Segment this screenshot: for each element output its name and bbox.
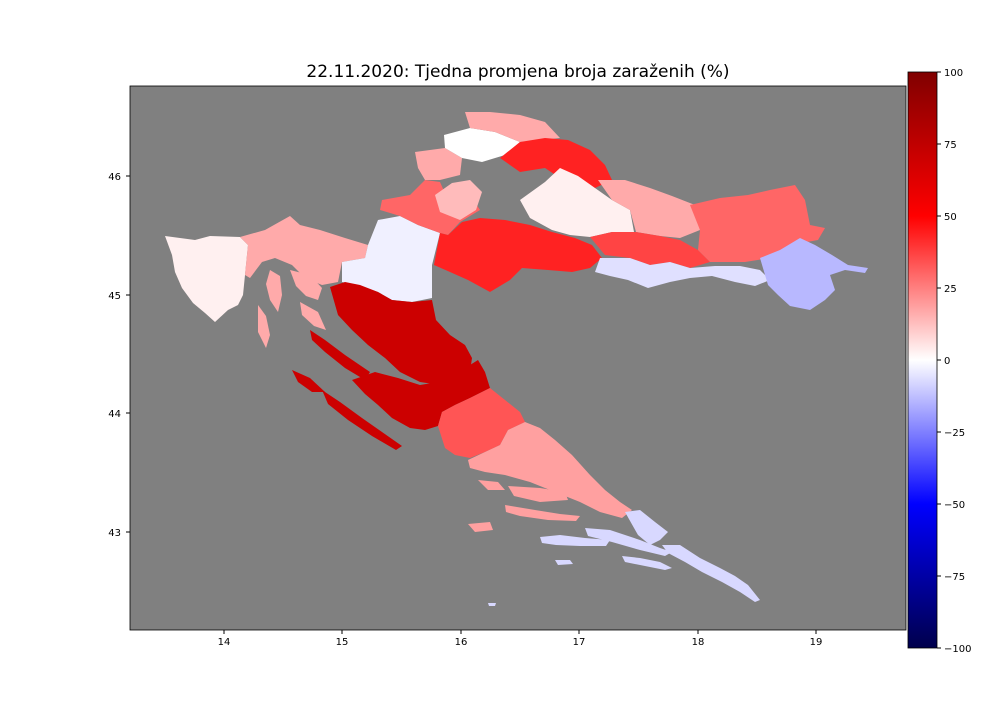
x-tick-label: 17 [573,637,586,648]
region-primorje-gorski-kotar [240,216,368,285]
region-zadar-islands [310,330,370,380]
chart-title: 22.11.2020: Tjedna promjena broja zaraže… [306,62,730,82]
y-tick-label: 46 [108,172,121,183]
colorbar-tick-label: −25 [944,428,965,439]
region-korcula-island [540,535,610,546]
region-vis-island [468,522,493,532]
region-losinj-island [258,305,270,348]
region-lastovo-island [555,560,573,565]
region-split-dalmatia [468,422,632,518]
region-pasman-island [292,370,325,392]
colorbar: 100 75 50 25 0 −25 −50 −75 −100 [907,68,971,655]
colorbar-tick-label: 75 [944,140,957,151]
region-brac-island [508,486,568,502]
region-rab-pag-islands [300,302,326,330]
x-tick-label: 15 [336,637,349,648]
region-kvarner-islands [266,270,282,312]
region-city-of-zagreb [435,180,482,220]
region-peljesac [585,528,672,556]
region-sibenik-knin [438,388,525,458]
region-zagreb-county [380,180,480,235]
region-brod-posavina [595,258,770,288]
colorbar-tick-label: −75 [944,572,965,583]
county-regions [165,112,868,606]
region-medimurje [465,112,560,142]
region-pozega-slavonia [590,232,710,268]
y-tick-label: 44 [108,409,121,420]
region-virovitica-podravina [598,180,700,238]
colorbar-tick-label: −100 [944,644,971,655]
x-tick-label: 18 [692,637,705,648]
region-sisak-moslavina [434,218,602,292]
colorbar-tick-label: 0 [944,356,950,367]
region-bjelovar-bilogora [520,168,634,237]
x-tick-label: 16 [455,637,468,648]
y-axis: 46 45 44 43 [108,172,130,539]
colorbar-tick-label: 25 [944,284,957,295]
map-plot-area [129,85,907,631]
region-mljet-island [622,556,672,570]
region-dubrovnik-neretva [625,510,668,545]
region-karlovac [342,216,440,302]
y-tick-label: 45 [108,291,121,302]
colorbar-tick-label: 100 [944,68,963,79]
region-dugi-otok [322,390,402,450]
region-krk-island [290,270,322,300]
x-tick-label: 14 [218,637,231,648]
region-lika-senj [330,282,472,385]
region-ciovo-island [478,480,505,490]
region-koprivnica-krizevci [500,138,612,188]
region-osijek-baranja [690,185,825,262]
colorbar-tick-label: −50 [944,500,965,511]
region-vukovar-srijem [760,238,868,310]
region-dubrovnik-coast [662,545,760,602]
region-varazdin [444,128,520,162]
x-tick-label: 19 [810,637,823,648]
colorbar-tick-label: 50 [944,212,957,223]
colorbar-gradient [907,71,938,649]
region-zadar [352,360,490,430]
region-hvar-island [505,505,580,521]
y-tick-label: 43 [108,528,121,539]
region-krapina-zagorje [415,148,462,180]
x-axis: 14 15 16 17 18 19 [218,630,823,648]
region-small-island [488,603,496,606]
region-istria [165,236,248,322]
